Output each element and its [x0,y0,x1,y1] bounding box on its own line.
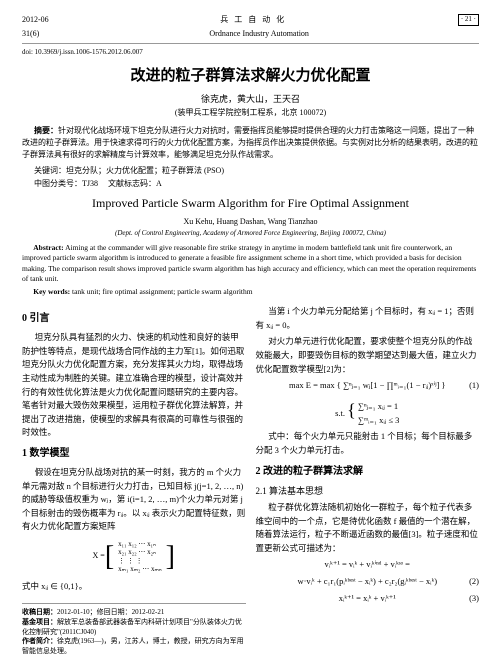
col2-p2: 式中：每个火力单元只能射击 1 个目标；每个目标最多分配 3 个火力单元打击。 [256,430,480,457]
section-2-1-title: 2.1 算法基本思想 [256,484,480,498]
eq2a-body: vᵢᵏ⁺¹ = vᵢᵏ + vᵢᵏⁱⁿᵈ + vᵢᵏˢᵒ = [325,559,410,569]
s1-p2: 式中 xᵢⱼ ∈ {0,1}。 [22,580,246,594]
header-date: 2012-06 [22,14,49,26]
header-page-num: · 21 · [458,14,479,26]
left-column: 0 引言 坦克分队具有猛烈的火力、快速的机动性和良好的装甲防护性等特点，是现代战… [22,305,246,657]
abstract-cn-text: 针对现代化战场环境下坦克分队进行火力对抗时，需要指挥员能够提时提供合理的火力打击… [22,126,478,159]
matrix-lhs: X = [93,550,105,563]
eq2-num: (2) [469,575,479,589]
keywords-cn-label: 关键词： [34,166,66,175]
doi: doi: 10.3969/j.issn.1006-1576.2012.06.00… [22,48,479,58]
clc-row: 中图分类号：TJ38 文献标志码：A [22,178,479,189]
s0-p1: 坦克分队具有猛烈的火力、快速的机动性和良好的装甲防护性等特点，是现代战场合同作战… [22,331,246,440]
matrix-left-bracket: [ [105,543,114,571]
body-columns: 0 引言 坦克分队具有猛烈的火力、快速的机动性和良好的装甲防护性等特点，是现代战… [22,305,479,657]
matrix-row-3: ⋮ ⋮ ⋮ [118,557,162,565]
right-column: 当第 i 个火力单元分配给第 j 个目标时，有 xᵢⱼ = 1；否则有 xᵢⱼ … [256,305,480,657]
footer-date-label: 收稿日期： [22,608,57,616]
clc-value: TJ38 [82,179,98,188]
section-0-title: 0 引言 [22,311,246,327]
matrix-content: x₁₁ x₁₂ ⋯ x₁ₙ x₂₁ x₂₂ ⋯ x₂ₙ ⋮ ⋮ ⋮ xₘ₁ xₘ… [114,540,166,574]
eq3-num: (3) [469,592,479,606]
equation-3: xᵢᵏ⁺¹ = xᵢᵏ + vᵢᵏ⁺¹ (3) [256,592,480,606]
col2-p1: 对火力单元进行优化配置，要求使整个坦克分队的作战效能最大，即要毁伤目标的数学期望… [256,335,480,376]
footer-date: 收稿日期：2012-01-10；修回日期：2012-02-21 [22,608,246,618]
keywords-en-text: tank unit; fire optimal assignment; part… [72,287,253,296]
header-second-row: 31(6) Ordnance Industry Automation [22,28,479,41]
eq-st-body: ∑ⁿⱼ₌₁ xᵢⱼ = 1 ∑ᵐᵢ₌₁ xᵢⱼ ≤ 3 [358,400,399,427]
authors-en: Xu Kehu, Huang Dashan, Wang Tianzhao [22,216,479,227]
eq1-body: max E = max { ∑ⁿⱼ₌₁ wⱼ[1 − ∏ᵐᵢ₌₁(1 − rᵢⱼ… [289,380,446,390]
s1-p1: 假设在坦克分队战场对抗的某一时刻，我方的 m 个火力单元需对敌 n 个目标进行火… [22,466,246,534]
affiliation-cn: (装甲兵工程学院控制工程系，北京 100072) [22,107,479,118]
header-rule [22,43,479,44]
matrix-right-bracket: ] [166,543,175,571]
title-en: Improved Particle Swarm Algorithm for Fi… [22,195,479,212]
eq-st-2: ∑ᵐᵢ₌₁ xᵢⱼ ≤ 3 [358,414,399,428]
doc-code-label: 文献标志码： [108,179,156,188]
eq-st-label: s.t. [335,408,345,418]
abstract-en-label: Abstract: [33,243,63,252]
keywords-en-label: Key words: [33,287,70,296]
equation-st: s.t. { ∑ⁿⱼ₌₁ xᵢⱼ = 1 ∑ᵐᵢ₌₁ xᵢⱼ ≤ 3 [256,396,480,428]
equation-1: max E = max { ∑ⁿⱼ₌₁ wⱼ[1 − ∏ᵐᵢ₌₁(1 − rᵢⱼ… [256,379,480,393]
footer-date-text: 2012-01-10；修回日期：2012-02-21 [57,608,164,616]
matrix-row-1: x₁₁ x₁₂ ⋯ x₁ₙ [118,540,162,548]
matrix-X: X = [ x₁₁ x₁₂ ⋯ x₁ₙ x₂₁ x₂₂ ⋯ x₂ₙ ⋮ ⋮ ⋮ … [22,540,246,574]
matrix-row-4: xₘ₁ xₘ₂ ⋯ xₘₙ [118,565,162,573]
section-2-title: 2 改进的粒子群算法求解 [256,464,480,480]
header-journal-cn: 兵 工 自 动 化 [220,14,286,26]
abstract-en: Abstract: Aiming at the commander will g… [22,243,479,285]
abstract-en-text: Aiming at the commander will give reason… [22,243,476,284]
footer-fund-label: 基金项目： [22,618,57,626]
s2-p1: 粒子群优化算法随机初始化一群粒子，每个粒子代表多维空间中的一个点，它是待优化函数… [256,501,480,555]
eq1-num: (1) [469,379,479,393]
section-1-title: 1 数学模型 [22,446,246,462]
keywords-en: Key words: tank unit; fire optimal assig… [22,287,479,298]
eq2b-body: w·vᵢᵏ + c₁r₁(pᵢᵏᵇᵉˢᵗ − xᵢᵏ) + c₂r₂(gᵢᵏᵇᵉ… [297,576,437,586]
doc-code-value: A [156,179,162,188]
page-root: 2012-06 兵 工 自 动 化 · 21 · 31(6) Ordnance … [0,0,501,671]
footer-author-label: 作者简介： [22,637,57,645]
footer-fund: 基金项目：解放军总装备部武器装备军内科研计划项目"分队装体火力优化控制研究"(2… [22,618,246,638]
header-vol-issue: 31(6) [22,28,39,41]
eq-st-brace: { [347,400,356,420]
footer-box: 收稿日期：2012-01-10；修回日期：2012-02-21 基金项目：解放军… [22,603,246,657]
equation-2a: vᵢᵏ⁺¹ = vᵢᵏ + vᵢᵏⁱⁿᵈ + vᵢᵏˢᵒ = [256,558,480,572]
col2-p0: 当第 i 个火力单元分配给第 j 个目标时，有 xᵢⱼ = 1；否则有 xᵢⱼ … [256,305,480,332]
matrix-row-2: x₂₁ x₂₂ ⋯ x₂ₙ [118,548,162,556]
abstract-cn: 摘要：针对现代化战场环境下坦克分队进行火力对抗时，需要指挥员能够提时提供合理的火… [22,125,479,161]
clc-label: 中图分类号： [34,179,82,188]
equation-2b: w·vᵢᵏ + c₁r₁(pᵢᵏᵇᵉˢᵗ − xᵢᵏ) + c₂r₂(gᵢᵏᵇᵉ… [256,575,480,589]
abstract-cn-label: 摘要： [34,126,58,135]
authors-cn: 徐克虎，黄大山，王天召 [22,93,479,106]
eq3-body: xᵢᵏ⁺¹ = xᵢᵏ + vᵢᵏ⁺¹ [339,593,396,603]
header-journal-en: Ordnance Industry Automation [209,28,309,39]
header-top-row: 2012-06 兵 工 自 动 化 · 21 · [22,14,479,26]
title-cn: 改进的粒子群算法求解火力优化配置 [22,66,479,87]
eq-st-1: ∑ⁿⱼ₌₁ xᵢⱼ = 1 [358,400,399,414]
keywords-cn: 关键词：坦克分队；火力优化配置；粒子群算法 (PSO) [22,165,479,176]
keywords-cn-text: 坦克分队；火力优化配置；粒子群算法 (PSO) [66,166,224,175]
footer-author: 作者简介：徐克虎(1963—)，男，江苏人，博士，教授，研究方向为军用智能信息处… [22,637,246,657]
affiliation-en: (Dept. of Control Engineering, Academy o… [22,229,479,239]
